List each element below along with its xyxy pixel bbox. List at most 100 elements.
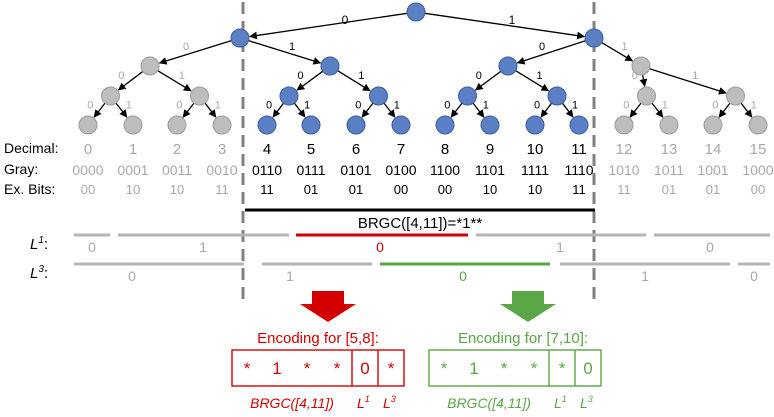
ex-bits-value: 10 [126, 182, 140, 197]
level-segment-label: 1 [641, 268, 649, 284]
gray-code-value: 0110 [252, 162, 282, 178]
tree-node [101, 86, 120, 106]
gray-code-value: 0100 [385, 162, 416, 178]
tree-edge [157, 70, 192, 92]
encoding-title: Encoding for [5,8]: [257, 330, 379, 347]
tree-edge [740, 102, 753, 118]
encoding-cell: * [304, 359, 311, 378]
ex-bits-value: 10 [528, 182, 542, 197]
level-segment-label: 0 [376, 239, 384, 255]
tree-node [525, 115, 545, 135]
tree-edge-label: 0 [539, 41, 545, 53]
tree-node [391, 115, 411, 135]
encoding-cell: * [531, 359, 538, 378]
tree-edge [383, 102, 396, 118]
tree-edge [115, 102, 128, 118]
gray-code-value: 1011 [654, 162, 684, 178]
tree-edge [561, 102, 574, 118]
tree-edge-label: 1 [483, 100, 489, 112]
brgc-label: BRGC([4,11])=*1** [358, 215, 483, 232]
tree-edge-label: 1 [572, 100, 578, 112]
tree-edge [629, 102, 642, 118]
tree-edge [639, 74, 648, 87]
tree-edge [601, 42, 634, 62]
tree-nodes [78, 2, 768, 135]
gray-code-value: 0101 [340, 162, 371, 178]
gray-code-value: 0001 [117, 162, 148, 178]
tree-edge-label: 1 [536, 70, 542, 82]
ex-bits-value: 10 [170, 182, 184, 197]
level-segment-label: 1 [556, 239, 564, 255]
tree-edge-label: 0 [355, 100, 361, 112]
tree-edge [158, 40, 232, 65]
row-label-gray: Gray: [4, 161, 38, 177]
tree-edge [337, 70, 371, 92]
ex-bits-value: 01 [349, 182, 363, 197]
tree-edge-label: 0 [183, 41, 189, 53]
tree-node [637, 86, 656, 106]
decimal-value: 8 [441, 141, 449, 158]
tree-node [435, 115, 455, 135]
ex-bits-value: 01 [304, 182, 318, 197]
encoding-caption-brgc: BRGC([4,11]) [250, 395, 334, 411]
tree-node [190, 86, 209, 106]
gray-code-value: 1111 [521, 162, 549, 178]
encoding-title: Encoding for [7,10]: [458, 330, 588, 347]
tree-edge [651, 102, 664, 118]
row-label-l3: L3: [30, 264, 48, 282]
encoding-box [428, 349, 602, 387]
l3-segments: 0 1 0 1 0 [74, 262, 770, 284]
tree-edge-label: 1 [289, 41, 295, 53]
tree-edge-label: 0 [176, 100, 182, 112]
tree-node [498, 56, 518, 76]
tree-edge [293, 102, 306, 118]
encoding-cell: 1 [272, 359, 281, 378]
gray-code-value: 1010 [608, 162, 639, 178]
tree-edges: 0 1 0 1 0 1 0 1 0 1 0 1 0 1 0 1 0 1 0 1 0 1 0 1 0 1 0 1 [87, 12, 757, 118]
gray-code-value: 1110 [564, 162, 593, 178]
tree-node [631, 56, 651, 76]
tree-edge [424, 12, 585, 40]
decimal-value: 15 [750, 141, 767, 158]
tree-edge-label: 1 [692, 70, 698, 82]
level-segment-label: 0 [706, 239, 714, 255]
tree-edge [204, 102, 217, 118]
tree-node [748, 115, 768, 135]
encoding-caption-l1: L1 [357, 394, 370, 411]
encoding-box [231, 349, 405, 387]
tree-edge [93, 102, 106, 118]
encoding-cell: 1 [469, 359, 478, 378]
ex-bits-value: 01 [706, 182, 720, 197]
decimal-value: 5 [307, 141, 315, 158]
tree-edge [718, 102, 731, 118]
tree-node [167, 115, 187, 135]
red-down-arrow [300, 291, 356, 322]
encoding-caption-l3: L3 [383, 394, 396, 411]
encoding-caption-brgc: BRGC([4,11]) [447, 395, 531, 411]
level-segment-label: 0 [459, 268, 467, 284]
tree-edge [516, 40, 586, 65]
decimal-value: 14 [705, 141, 722, 158]
tree-node [726, 86, 745, 106]
gray-code-value: 0111 [296, 162, 325, 178]
encoding-cell: * [559, 359, 566, 378]
tree-edge-label: 0 [118, 70, 124, 82]
ex-bits-value: 00 [751, 182, 765, 197]
tree-edge [182, 102, 195, 118]
tree-edge [272, 102, 285, 118]
ex-bits-value: 11 [215, 182, 229, 197]
level-segment-label: 0 [750, 268, 758, 284]
tree-edge-label: 1 [304, 100, 310, 112]
tree-node [279, 86, 299, 106]
row-label-ex-bits: Ex. Bits: [4, 181, 55, 197]
tree-edge [117, 70, 144, 91]
ex-bits-value: 00 [81, 182, 95, 197]
tree-node [659, 115, 679, 135]
ex-bits-value: 00 [394, 182, 408, 197]
encoding-boxes: Encoding for [5,8]: * 1 * * 0 * BRGC([4,11]) L1 L… [231, 330, 602, 411]
level-segment-label: 1 [286, 268, 294, 284]
tree-edge-label: 0 [444, 100, 450, 112]
tree-edge-label: 1 [394, 100, 400, 112]
tree-edge-label: 1 [621, 41, 627, 53]
